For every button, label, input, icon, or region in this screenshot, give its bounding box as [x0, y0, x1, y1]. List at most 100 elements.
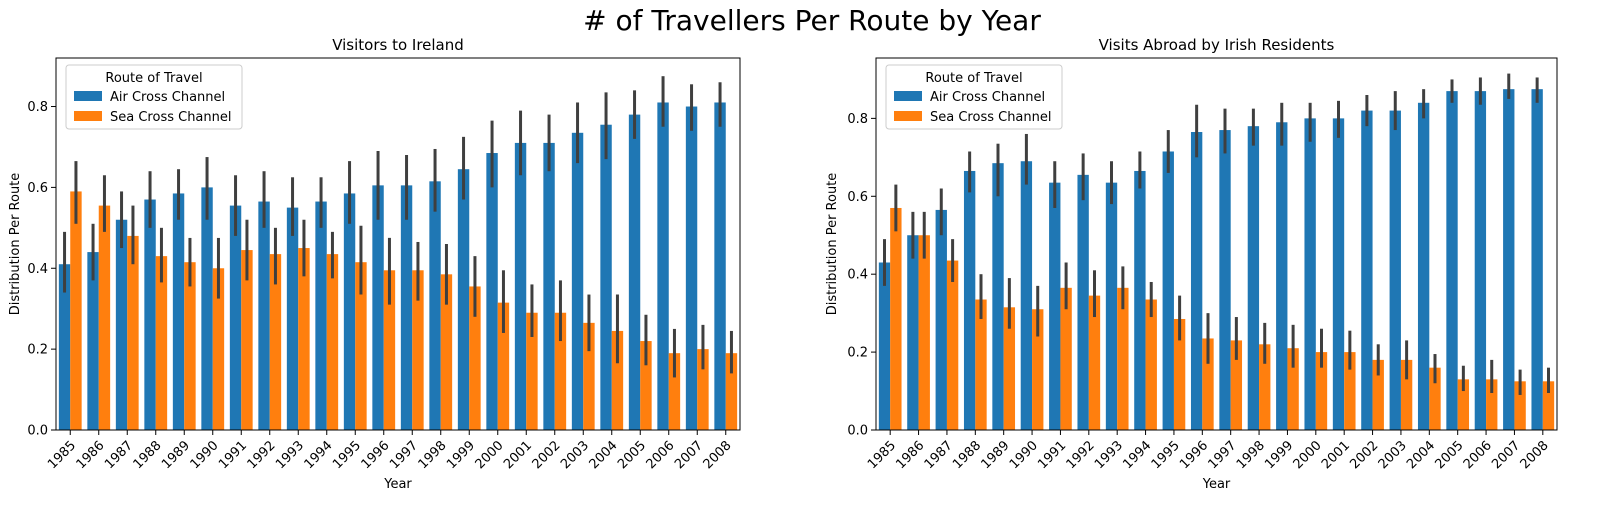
- bar-sea-cross-channel-1989: [184, 262, 196, 430]
- legend-swatch: [894, 91, 922, 101]
- bar-air-cross-channel-2005: [1446, 91, 1458, 430]
- bar-air-cross-channel-2008: [714, 102, 726, 430]
- x-tick-label: 1999: [444, 438, 478, 472]
- x-tick-label: 1987: [922, 438, 956, 472]
- bar-air-cross-channel-1995: [343, 193, 356, 430]
- bar-sea-cross-channel-2008: [1542, 381, 1555, 430]
- x-tick-label: 1988: [131, 438, 165, 472]
- bar-sea-cross-channel-2007: [697, 349, 709, 430]
- chart-title: Visits Abroad by Irish Residents: [1099, 36, 1335, 54]
- bar-air-cross-channel-2000: [486, 153, 498, 431]
- x-tick-label: 2007: [672, 438, 706, 472]
- bar-air-cross-channel-1994: [315, 201, 327, 430]
- y-tick-label: 0.0: [847, 424, 868, 439]
- legend: Route of Travel Air Cross Channel Sea Cros…: [885, 64, 1063, 130]
- bar-air-cross-channel-2000: [1304, 118, 1316, 431]
- x-tick-label: 2005: [1433, 438, 1467, 472]
- legend-box: [885, 64, 1063, 130]
- x-tick-label: 1992: [245, 438, 279, 472]
- bar-sea-cross-channel-1998: [1259, 344, 1271, 430]
- legend-entry: Sea Cross Channel: [930, 110, 1052, 125]
- legend: Route of Travel Air Cross Channel Sea Cros…: [65, 64, 243, 130]
- bar-sea-cross-channel-1995: [1173, 318, 1186, 430]
- bar-air-cross-channel-2001: [514, 142, 527, 431]
- x-tick-label: 1998: [416, 438, 450, 472]
- bar-air-cross-channel-1987: [935, 209, 947, 430]
- bar-air-cross-channel-1989: [992, 163, 1004, 430]
- x-tick-label: 1991: [216, 438, 250, 472]
- chart-visitors-to-ireland: 0.00.20.40.60.81985198619871988198919901…: [8, 36, 741, 492]
- x-tick-label: 2005: [615, 438, 649, 472]
- x-tick-label: 2002: [530, 438, 564, 472]
- x-tick-label: 1987: [102, 438, 136, 472]
- chart-visits-abroad: 0.00.20.40.60.81985198619871988198919901…: [825, 36, 1558, 492]
- bar-air-cross-channel-1994: [1134, 170, 1146, 430]
- x-tick-label: 1995: [330, 438, 364, 472]
- bar-sea-cross-channel-1992: [269, 254, 282, 430]
- legend-swatch: [74, 111, 102, 121]
- bar-sea-cross-channel-1991: [1060, 287, 1072, 430]
- bar-sea-cross-channel-1989: [1003, 307, 1016, 430]
- x-tick-label: 1998: [1234, 438, 1268, 472]
- legend-entry: Air Cross Channel: [930, 90, 1045, 105]
- bar-air-cross-channel-1986: [87, 252, 99, 430]
- x-tick-label: 2008: [1518, 438, 1552, 472]
- bar-air-cross-channel-1988: [144, 199, 156, 430]
- x-tick-label: 1999: [1262, 438, 1296, 472]
- bar-air-cross-channel-1997: [1219, 130, 1231, 431]
- bar-air-cross-channel-1996: [1190, 132, 1203, 430]
- y-tick-label: 0.6: [27, 181, 48, 196]
- x-tick-label: 1994: [1120, 438, 1154, 472]
- bar-air-cross-channel-2007: [1503, 89, 1515, 431]
- bar-sea-cross-channel-2002: [1372, 359, 1384, 430]
- x-tick-label: 1990: [1007, 438, 1041, 472]
- bar-air-cross-channel-2006: [1474, 91, 1487, 430]
- bar-sea-cross-channel-1996: [1202, 338, 1214, 430]
- bar-air-cross-channel-1990: [201, 187, 213, 430]
- bar-air-cross-channel-2002: [543, 142, 555, 431]
- y-tick-label: 0.0: [27, 424, 48, 439]
- x-tick-label: 2002: [1347, 438, 1381, 472]
- bar-air-cross-channel-1993: [286, 207, 299, 430]
- bar-air-cross-channel-1999: [457, 169, 470, 430]
- bar-air-cross-channel-1992: [1077, 174, 1089, 430]
- x-tick-label: 2000: [1291, 438, 1325, 472]
- x-tick-label: 1985: [45, 438, 79, 472]
- x-tick-label: 1989: [159, 438, 193, 472]
- x-tick-label: 1991: [1035, 438, 1069, 472]
- x-tick-label: 2001: [501, 438, 535, 472]
- bar-sea-cross-channel-2006: [1486, 379, 1498, 430]
- x-tick-label: 2004: [587, 438, 621, 472]
- bar-sea-cross-channel-2007: [1514, 381, 1526, 430]
- legend-title: Route of Travel: [925, 71, 1022, 86]
- bar-air-cross-channel-1992: [258, 201, 270, 430]
- x-tick-label: 2001: [1319, 438, 1353, 472]
- x-tick-label: 2008: [701, 438, 735, 472]
- bar-air-cross-channel-1998: [1247, 126, 1260, 430]
- bar-sea-cross-channel-1990: [1032, 309, 1044, 430]
- bar-air-cross-channel-1995: [1162, 151, 1174, 430]
- bar-air-cross-channel-2004: [1417, 102, 1430, 431]
- bar-air-cross-channel-2005: [628, 114, 641, 430]
- x-tick-label: 1985: [865, 438, 899, 472]
- x-tick-label: 1997: [1206, 438, 1240, 472]
- bar-air-cross-channel-1991: [1049, 182, 1061, 430]
- legend-entry: Sea Cross Channel: [110, 110, 232, 125]
- bar-air-cross-channel-1986: [907, 235, 919, 430]
- bar-air-cross-channel-2004: [600, 124, 612, 430]
- x-tick-label: 1986: [74, 438, 108, 472]
- bar-sea-cross-channel-2000: [1315, 352, 1328, 430]
- bar-sea-cross-channel-2001: [1344, 352, 1356, 430]
- figure-title: # of Travellers Per Route by Year: [583, 4, 1041, 37]
- bar-air-cross-channel-1999: [1276, 122, 1288, 431]
- chart-title: Visitors to Ireland: [332, 36, 464, 54]
- bar-sea-cross-channel-1987: [127, 235, 139, 430]
- y-axis-label: Distribution Per Route: [825, 173, 840, 316]
- y-tick-label: 0.8: [27, 100, 48, 115]
- bar-air-cross-channel-1985: [878, 262, 891, 430]
- bar-sea-cross-channel-2001: [526, 312, 538, 430]
- bar-sea-cross-channel-1994: [326, 254, 339, 430]
- x-tick-label: 1993: [273, 438, 307, 472]
- x-tick-label: 2000: [473, 438, 507, 472]
- bar-air-cross-channel-2003: [571, 132, 584, 430]
